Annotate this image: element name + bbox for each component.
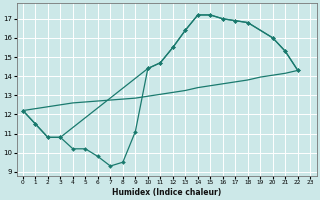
X-axis label: Humidex (Indice chaleur): Humidex (Indice chaleur) bbox=[112, 188, 221, 197]
